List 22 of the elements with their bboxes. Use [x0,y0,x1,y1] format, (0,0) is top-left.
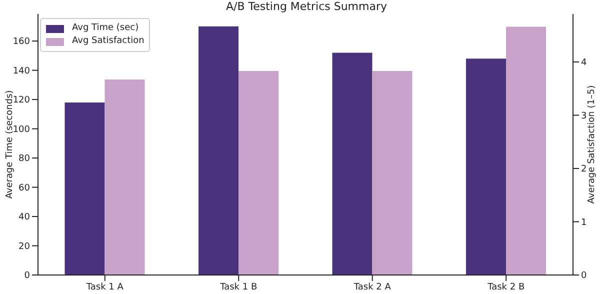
y-tick-label: 140 [12,66,30,76]
y2-tick-label: 3 [581,111,587,122]
y-tick-label: 60 [18,183,30,194]
y2-tick-label: 4 [581,58,587,68]
y-tick-label: 100 [12,124,30,135]
chart-title: A/B Testing Metrics Summary [224,0,388,13]
y2-tick-label: 2 [581,164,587,175]
x-tick-label: Task 2 B [486,282,525,292]
y-tick-label: 40 [18,212,30,223]
y-tick-label: 80 [18,154,30,164]
legend-label: Avg Satisfaction [72,35,144,48]
y-tick-label: 120 [12,96,30,106]
y-tick-label: 20 [18,242,30,252]
y2-tick-label: 0 [581,271,587,282]
x-tick-label: Task 1 A [85,282,124,292]
y-tick-label: 160 [12,37,30,48]
legend-label: Avg Time (sec) [72,22,139,35]
x-tick-label: Task 1 B [219,282,258,292]
y-tick-label: 0 [24,271,30,282]
y2-tick-label: 1 [581,218,587,228]
x-tick-label: Task 2 A [352,282,392,292]
y2-axis-title: Average Satisfaction (1–5) [587,85,598,204]
